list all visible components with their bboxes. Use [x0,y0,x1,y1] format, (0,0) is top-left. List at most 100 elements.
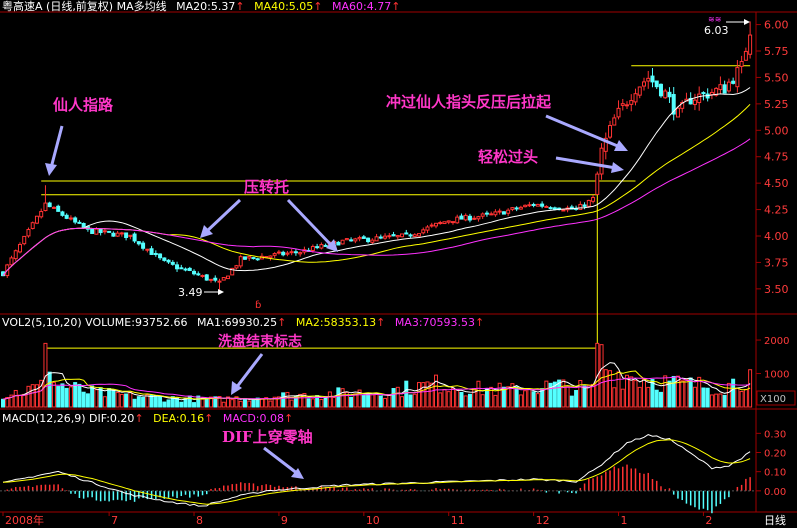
candle-body [709,91,714,96]
volume-bar [450,387,455,408]
volume-bar [370,394,375,408]
volume-tick-label: 2000 [764,336,789,347]
candle-body [548,207,553,210]
price-tick-label: 4.50 [764,177,789,190]
candle-body [446,220,451,223]
volume-bar [421,382,426,408]
volume-ma-lines [2,362,751,401]
volume-bar [569,395,574,408]
volume-bar [463,395,468,408]
volume-bar [684,379,689,408]
volume-ma20-line [2,376,751,400]
candle-body [476,216,481,220]
candle-body [654,80,659,88]
date-axis: 2008年 7 8 9 10 11 12 1 2 [2,512,712,527]
candle-body [697,93,702,104]
volume-bar [417,382,422,408]
volume-bar [26,385,31,408]
candle-body [107,230,112,233]
volume-bar [349,396,354,408]
candle-body [510,207,515,210]
candle-body [378,236,383,239]
candle-body [209,278,214,281]
arrow-pressure-right-head-icon [326,239,338,252]
volume-bar [302,393,307,408]
volume-bar [259,397,264,408]
candle-body [175,264,180,270]
date-tick-label: 10 [366,514,380,527]
volume-bar [217,396,222,408]
candle-body [489,213,494,216]
candle-body [383,235,388,239]
candle-series [1,21,753,290]
arrow-pressure-left-head-icon [200,225,213,238]
ma60-line [2,138,751,276]
candle-body [514,207,519,210]
annotation-finger-road: 仙人指路 [53,96,114,114]
candle-body [319,244,324,249]
candle-body [272,253,277,256]
volume-bar [408,394,413,408]
volume-unit: X100 [760,394,786,405]
ma40-line [2,103,751,276]
up-arrow-icon: ↑ [313,0,322,13]
candle-body [145,248,150,251]
volume-bar [608,370,613,408]
macd-tick-label: 0.00 [764,487,786,498]
volume-bar [268,400,273,408]
date-tick-label: 8 [196,514,203,527]
volume-bar [523,390,528,408]
candle-body [467,215,472,221]
low-price-label: 3.49 [178,286,203,299]
annotation-dif-cross-zero: DIF上穿零轴 [222,428,313,446]
volume-title: VOL2(5,10,20) VOLUME:93752.66 [2,316,187,329]
candle-body [124,232,129,238]
candle-body [119,232,124,235]
volume-bar [17,394,22,408]
volume-bar [671,375,676,408]
arrow-easy-pass-head-icon [611,162,624,173]
candle-body [455,216,460,224]
candle-body [701,92,706,95]
macd-axis: 0.00 0.10 0.20 0.30 [756,429,786,498]
candle-body [111,232,116,237]
volume-bar [714,393,719,408]
date-tick-label: 11 [451,514,465,527]
candle-body [552,207,557,210]
volume-bar [255,397,260,408]
candle-body [714,87,719,96]
candle-body [472,217,477,220]
dif-line [2,434,751,507]
volume-bar [442,389,447,408]
volume-bar [179,401,184,408]
volume-bar [535,393,540,408]
volume-bar [73,382,78,408]
candle-body [743,50,748,61]
volume-bar [336,387,341,408]
volume-bar [544,380,549,408]
signal-dots-icon: ≋≋ [708,15,721,24]
volume-bar [510,383,515,408]
volume-bar [493,394,498,408]
volume-bar [429,382,434,408]
candle-body [340,239,345,245]
volume-bar [136,396,141,408]
candle-body [599,147,604,175]
price-panel-header: 粤高速A (日线,前复权) MA多均线 MA20:5.37↑ MA40:5.05… [2,0,400,13]
volume-bar [115,391,120,408]
candle-body [357,236,362,240]
price-tick-label: 5.00 [764,124,789,137]
candle-body [591,197,596,202]
candle-body [374,236,379,242]
candle-body [629,100,634,105]
macd-tick-label: 0.30 [764,429,786,440]
price-tick-label: 3.75 [764,256,789,269]
volume-bar [357,389,362,408]
volume-bar [484,388,489,408]
candle-body [268,255,273,259]
volume-bar [425,381,430,408]
volume-bar [701,387,706,408]
macd-value: MACD:0.08 [223,412,284,425]
volume-bar [599,344,604,408]
